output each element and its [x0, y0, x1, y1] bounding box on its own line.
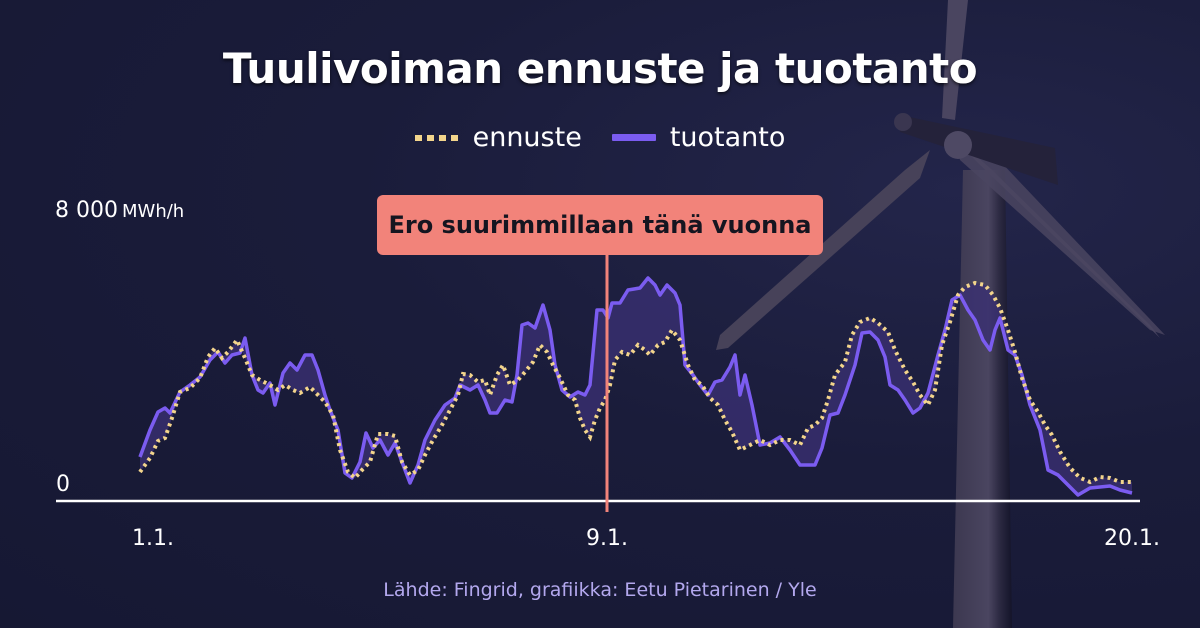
y-axis-zero-label: 0 — [56, 472, 70, 497]
legend: ennuste tuotanto — [0, 122, 1200, 153]
annotation-text: Ero suurimmillaan tänä vuonna — [388, 211, 812, 239]
difference-area — [140, 278, 1132, 495]
annotation-callout: Ero suurimmillaan tänä vuonna — [377, 195, 823, 255]
dotted-line-icon — [414, 134, 459, 141]
chart-title: Tuulivoiman ennuste ja tuotanto — [222, 44, 978, 93]
solid-line-icon — [611, 134, 656, 141]
x-tick-label: 20.1. — [1104, 526, 1160, 551]
gap-fill-area — [140, 278, 1132, 495]
legend-item-forecast: ennuste — [414, 122, 582, 153]
x-tick-label: 9.1. — [586, 526, 628, 551]
forecast-line — [138, 280, 1132, 485]
source-credit: Lähde: Fingrid, grafiikka: Eetu Pietarin… — [383, 579, 817, 601]
y-axis-max-label: 8 000 MWh/h — [55, 198, 184, 223]
x-tick-label: 1.1. — [132, 526, 174, 551]
y-unit: MWh/h — [121, 201, 185, 222]
legend-label-production: tuotanto — [669, 122, 786, 153]
production-line — [138, 276, 1133, 497]
legend-label-forecast: ennuste — [472, 122, 582, 153]
y-max-value: 8 000 — [55, 198, 118, 223]
legend-item-production: tuotanto — [611, 122, 786, 153]
